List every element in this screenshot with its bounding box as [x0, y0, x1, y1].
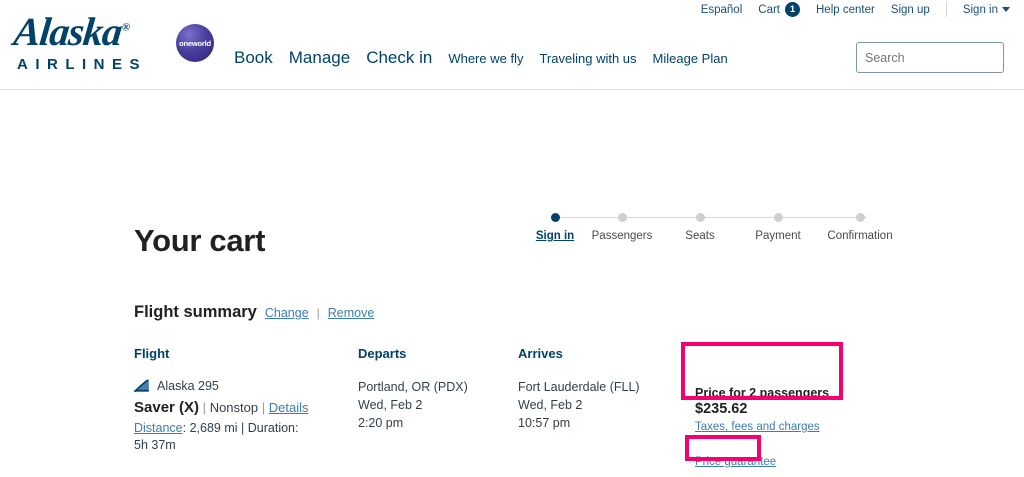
step-payment[interactable]: Payment — [739, 213, 817, 242]
step-dot-passengers — [617, 213, 627, 222]
departs-cell: Portland, OR (PDX) Wed, Feb 2 2:20 pm — [358, 379, 518, 477]
utility-link-sign-in[interactable]: Sign in — [963, 4, 1010, 16]
alaska-airlines-logo[interactable]: Alaska® AIRLINES — [11, 9, 164, 73]
site-header: Español Cart 1 Help center Sign up Sign … — [0, 0, 1024, 90]
price-amount: $235.62 — [695, 401, 748, 417]
utility-link-espanol[interactable]: Español — [700, 3, 743, 16]
table-header-row: Flight Departs Arrives — [134, 346, 894, 361]
departs-airport: Portland, OR (PDX) — [358, 380, 468, 394]
flight-meta-line: Distance: 2,689 mi | Duration: 5h 37m — [134, 420, 314, 454]
price-guarantee-row: Price guarantee — [686, 452, 886, 470]
search-input[interactable] — [865, 50, 1024, 65]
step-dot-payment — [773, 213, 783, 222]
nav-item-traveling-with-us[interactable]: Traveling with us — [539, 51, 637, 66]
page-title: Your cart — [134, 223, 266, 258]
registered-mark: ® — [121, 21, 130, 34]
arrives-date: Wed, Feb 2 — [518, 397, 583, 412]
nav-item-manage[interactable]: Manage — [288, 48, 351, 67]
header-divider: | — [316, 306, 320, 320]
remove-flight-link[interactable]: Remove — [327, 306, 375, 320]
taxes-fees-link[interactable]: Taxes, fees and charges — [695, 421, 820, 433]
alaska-tail-icon — [134, 379, 149, 393]
utility-link-cart[interactable]: Cart 1 — [758, 2, 800, 17]
nav-item-where-we-fly[interactable]: Where we fly — [448, 51, 524, 66]
flight-summary-title: Flight summary — [134, 303, 257, 321]
flight-summary-header: Flight summary Change | Remove — [134, 303, 374, 322]
search-box[interactable] — [856, 42, 1024, 73]
cart-label: Cart — [758, 3, 780, 16]
arrives-block: Fort Lauderdale (FLL) Wed, Feb 2 10:57 p… — [518, 379, 686, 432]
step-seats[interactable]: Seats — [661, 213, 739, 242]
cart-count-badge: 1 — [785, 2, 800, 17]
fare-divider-1: | — [202, 400, 207, 415]
arrives-cell: Fort Lauderdale (FLL) Wed, Feb 2 10:57 p… — [518, 379, 686, 477]
oneworld-label: oneworld — [179, 38, 211, 48]
column-header-flight: Flight — [134, 346, 170, 361]
price-cell: Price for 2 passengers $235.62 Taxes, fe… — [686, 379, 886, 477]
step-label-passengers: Passengers — [591, 230, 653, 242]
utility-nav: Español Cart 1 Help center Sign up Sign … — [701, 2, 1010, 17]
fare-line: Saver (X) | Nonstop | Details — [134, 399, 358, 416]
step-dot-seats — [695, 213, 705, 222]
utility-divider — [945, 2, 947, 17]
step-confirmation[interactable]: Confirmation — [817, 213, 903, 242]
stepper-connector-line — [555, 217, 867, 218]
chevron-down-icon — [1002, 7, 1010, 12]
step-label-sign-in: Sign in — [535, 230, 575, 242]
column-header-departs: Departs — [358, 346, 407, 361]
price-title: Price for 2 passengers — [695, 386, 830, 400]
nav-item-book[interactable]: Book — [234, 48, 273, 67]
step-label-confirmation: Confirmation — [827, 230, 893, 242]
step-passengers[interactable]: Passengers — [583, 213, 661, 242]
logo-subtitle: AIRLINES — [17, 56, 148, 73]
distance-value: : 2,689 mi — [182, 421, 238, 435]
stops-label: Nonstop — [209, 400, 259, 415]
utility-link-help-center[interactable]: Help center — [816, 3, 875, 16]
main-nav: Book Manage Check in Where we fly Travel… — [234, 48, 728, 68]
departs-time: 2:20 pm — [358, 415, 404, 430]
arrives-airport: Fort Lauderdale (FLL) — [518, 380, 640, 394]
logo-wordmark: Alaska® — [11, 9, 130, 54]
airline-line: Alaska 295 — [134, 379, 358, 393]
nav-item-mileage-plan[interactable]: Mileage Plan — [652, 51, 728, 66]
flight-summary-table: Flight Departs Arrives Alaska 295 Saver … — [134, 346, 894, 477]
price-guarantee-link[interactable]: Price guarantee — [695, 456, 777, 468]
nav-item-check-in[interactable]: Check in — [366, 48, 433, 67]
sign-in-label: Sign in — [962, 3, 998, 16]
fare-class: Saver (X) — [134, 399, 200, 416]
meta-divider: | — [241, 421, 245, 435]
arrives-time: 10:57 pm — [518, 415, 571, 430]
departs-block: Portland, OR (PDX) Wed, Feb 2 2:20 pm — [358, 379, 518, 432]
step-dot-confirmation — [855, 213, 865, 222]
flight-details-link[interactable]: Details — [268, 400, 309, 415]
departs-date: Wed, Feb 2 — [358, 397, 423, 412]
step-sign-in[interactable]: Sign in — [527, 213, 583, 242]
price-box: Price for 2 passengers $235.62 Taxes, fe… — [686, 379, 848, 443]
airline-flight-number: Alaska 295 — [157, 379, 219, 393]
oneworld-alliance-logo[interactable]: oneworld — [176, 24, 214, 62]
step-label-seats: Seats — [685, 230, 715, 242]
change-flight-link[interactable]: Change — [264, 306, 309, 320]
fare-divider-2: | — [261, 400, 266, 415]
checkout-progress-stepper: Sign in Passengers Seats Payment Confirm… — [527, 213, 903, 242]
step-dot-sign-in — [550, 213, 560, 222]
duration-value: Duration: 5h 37m — [134, 421, 299, 452]
column-header-price-spacer — [686, 346, 886, 361]
distance-link[interactable]: Distance — [134, 421, 183, 435]
step-label-payment: Payment — [755, 230, 801, 242]
table-row: Alaska 295 Saver (X) | Nonstop | Details… — [134, 379, 894, 477]
utility-link-sign-up[interactable]: Sign up — [890, 3, 930, 16]
flight-cell: Alaska 295 Saver (X) | Nonstop | Details… — [134, 379, 358, 477]
column-header-arrives: Arrives — [518, 346, 563, 361]
